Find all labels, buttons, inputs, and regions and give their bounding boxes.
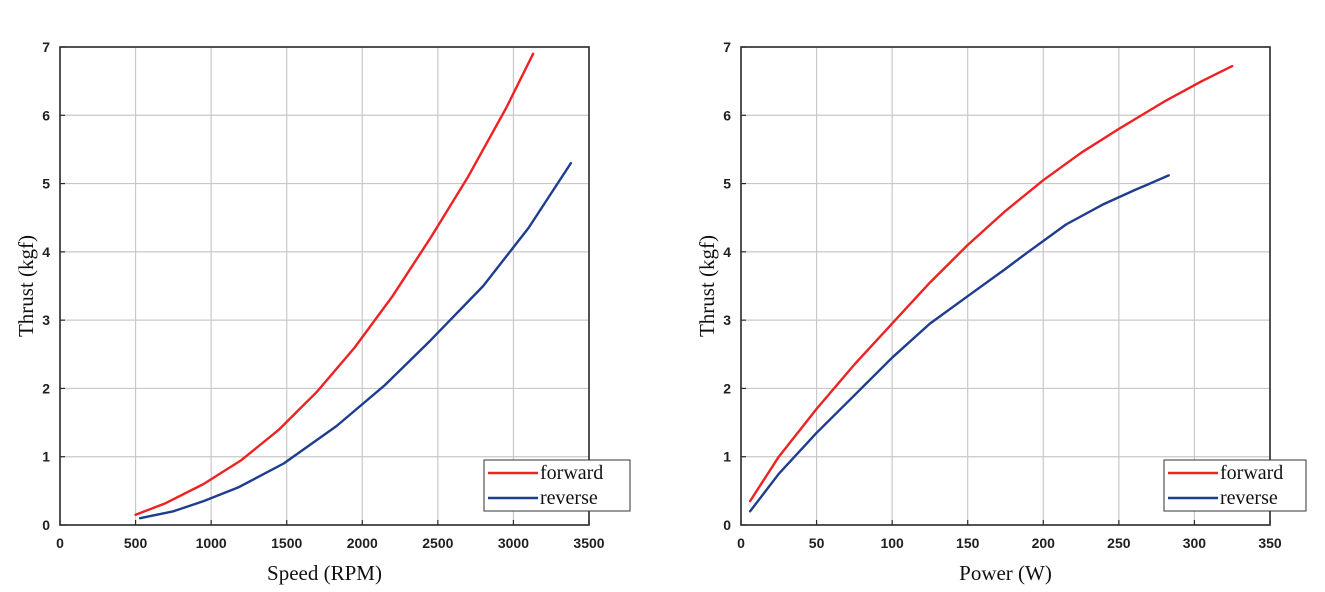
y-axis-label: Thrust (kgf) bbox=[695, 235, 719, 337]
x-tick-label: 0 bbox=[56, 535, 64, 551]
x-tick-label: 2000 bbox=[347, 535, 378, 551]
y-tick-label: 2 bbox=[723, 380, 731, 396]
series-line-reverse bbox=[748, 174, 1170, 513]
y-tick-label: 6 bbox=[42, 107, 50, 123]
plot-frame bbox=[740, 46, 1271, 526]
x-tick-label: 3500 bbox=[573, 535, 604, 551]
x-tick-label: 100 bbox=[880, 535, 904, 551]
y-tick-label: 1 bbox=[723, 449, 731, 465]
x-tick-label: 50 bbox=[809, 535, 825, 551]
y-tick-label: 4 bbox=[42, 244, 50, 260]
x-tick-label: 350 bbox=[1258, 535, 1282, 551]
x-axis-label: Power (W) bbox=[959, 561, 1052, 585]
y-tick-label: 5 bbox=[42, 176, 50, 192]
y-axis-label: Thrust (kgf) bbox=[14, 235, 38, 337]
x-tick-label: 500 bbox=[124, 535, 148, 551]
y-tick-label: 6 bbox=[723, 107, 731, 123]
plot-area bbox=[60, 47, 589, 525]
legend-label-reverse: reverse bbox=[1220, 487, 1278, 509]
legend-label-forward: forward bbox=[1220, 462, 1283, 484]
legend-label-forward: forward bbox=[540, 462, 603, 484]
thrust-vs-power-chart: 0 50 100 150 200 250 300 350 0 1 2 3 4 5 6 7 Power (W) Th… bbox=[695, 39, 1307, 585]
series-line-forward bbox=[748, 64, 1234, 503]
x-tick-label: 1500 bbox=[271, 535, 302, 551]
x-tick-label: 0 bbox=[737, 535, 745, 551]
x-tick-label: 3000 bbox=[498, 535, 529, 551]
legend: forward reverse bbox=[483, 459, 631, 512]
plot-area bbox=[741, 47, 1270, 525]
thrust-vs-speed-chart: 0 500 1000 1500 2000 2500 3000 3500 0 1 2 3 4 5 6 7 Spee… bbox=[14, 39, 631, 585]
plot-frame bbox=[59, 46, 590, 526]
y-tick-label: 3 bbox=[723, 312, 731, 328]
legend-label-reverse: reverse bbox=[540, 487, 598, 509]
y-tick-label: 4 bbox=[723, 244, 731, 260]
x-tick-label: 300 bbox=[1183, 535, 1207, 551]
x-tick-label: 150 bbox=[956, 535, 980, 551]
y-tick-label: 2 bbox=[42, 380, 50, 396]
x-tick-label: 250 bbox=[1107, 535, 1131, 551]
y-tick-label: 5 bbox=[723, 176, 731, 192]
y-tick-label: 0 bbox=[723, 517, 731, 533]
legend-box bbox=[1163, 459, 1307, 512]
y-tick-label: 1 bbox=[42, 449, 50, 465]
x-tick-label: 1000 bbox=[196, 535, 227, 551]
y-tick-label: 7 bbox=[723, 39, 731, 55]
legend-box bbox=[483, 459, 631, 512]
y-tick-label: 0 bbox=[42, 517, 50, 533]
legend: forward reverse bbox=[1163, 459, 1307, 512]
x-axis-label: Speed (RPM) bbox=[267, 561, 382, 585]
x-tick-label: 200 bbox=[1032, 535, 1056, 551]
y-tick-label: 3 bbox=[42, 312, 50, 328]
x-tick-label: 2500 bbox=[422, 535, 453, 551]
series-line-reverse bbox=[138, 161, 573, 520]
series-line-forward bbox=[134, 52, 535, 516]
y-tick-label: 7 bbox=[42, 39, 50, 55]
